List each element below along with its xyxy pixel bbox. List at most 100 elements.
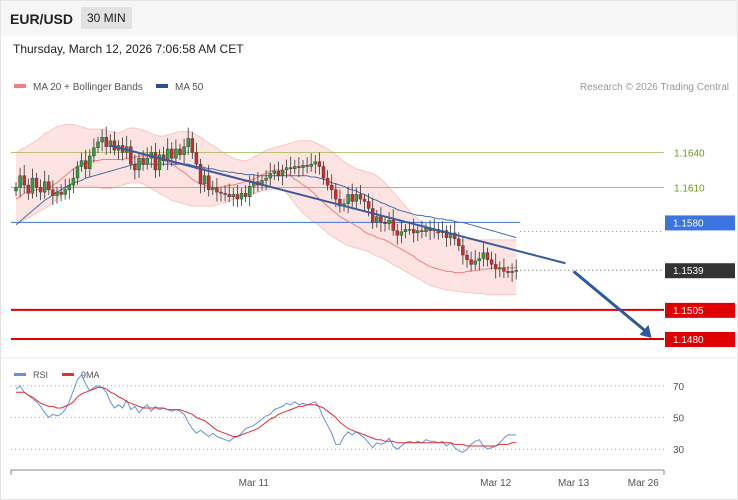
candle-body: [206, 175, 211, 190]
candle-body: [63, 189, 67, 195]
candle-body: [79, 160, 84, 167]
level-badge: [665, 302, 735, 318]
level-label: 1.1640: [674, 148, 705, 159]
candle: [227, 183, 231, 203]
candle: [477, 251, 481, 271]
candle-body: [330, 184, 334, 190]
candle-body: [67, 184, 72, 190]
candle-body: [165, 148, 170, 161]
candle: [219, 186, 223, 202]
candle: [63, 178, 67, 200]
candle-body: [465, 254, 469, 260]
candle-body: [129, 146, 133, 165]
candle: [510, 263, 514, 282]
candle: [485, 247, 490, 267]
x-tick-label: Mar 11: [239, 478, 270, 489]
candle-body: [34, 177, 39, 188]
candle: [145, 147, 149, 170]
candle-body: [489, 259, 494, 265]
candle: [231, 187, 236, 207]
candle: [108, 134, 113, 154]
level-label: 1.1505: [673, 306, 704, 317]
level-badge: [665, 332, 735, 348]
candle-body: [498, 267, 502, 270]
bollinger-upper-line: [15, 124, 517, 241]
candle-body: [178, 148, 182, 155]
candle: [223, 185, 227, 202]
projection-arrow-head: [639, 324, 652, 338]
candle-body: [174, 148, 178, 159]
candle: [83, 149, 88, 179]
candle-body: [153, 152, 158, 171]
symbol-label: EUR/USD: [10, 11, 74, 27]
candle-body: [137, 158, 141, 171]
candle-body: [485, 252, 490, 260]
candle-body: [457, 238, 461, 246]
level-label: 1.1610: [674, 183, 705, 194]
candle: [280, 164, 285, 186]
candle-body: [194, 152, 199, 165]
candle-body: [477, 258, 481, 262]
candle-body: [182, 146, 186, 155]
candle-body: [239, 193, 244, 200]
candle-body: [18, 175, 22, 188]
candle: [469, 251, 473, 272]
legend-label: RSI: [33, 370, 48, 380]
candle-body: [157, 154, 162, 171]
candle: [498, 261, 502, 278]
candle: [489, 251, 494, 270]
candle-body: [55, 191, 59, 196]
candle-body: [92, 147, 96, 157]
rsi-line: [15, 373, 517, 453]
rsi-gridline: 70: [11, 382, 685, 393]
candle: [293, 159, 297, 175]
legend-label: 9MA: [81, 370, 100, 380]
candle: [444, 225, 449, 248]
candle: [174, 139, 178, 165]
rsi-gridline: 50: [11, 414, 685, 425]
candle: [161, 146, 166, 166]
candle-body: [514, 270, 518, 272]
candle-body: [71, 177, 76, 186]
candle-body: [268, 173, 272, 179]
level-label: 1.1580: [673, 218, 704, 229]
candle: [129, 139, 133, 170]
candle: [22, 164, 26, 194]
candle-body: [383, 222, 387, 224]
candle: [51, 180, 55, 206]
candle: [34, 172, 39, 197]
candle-body: [264, 177, 268, 181]
candle: [424, 223, 428, 237]
candle: [502, 258, 506, 279]
trendline: [110, 144, 566, 265]
candle: [30, 168, 35, 199]
candle: [43, 170, 47, 199]
candle-body: [412, 229, 416, 234]
candle: [75, 161, 80, 185]
candle-body: [338, 198, 342, 207]
candle-body: [424, 228, 428, 232]
candle: [67, 178, 72, 200]
candle-body: [444, 230, 449, 238]
candle: [18, 167, 22, 197]
candle-body: [391, 219, 395, 231]
projection-arrow-shaft: [572, 270, 648, 334]
timeframe-button[interactable]: 30 MIN: [81, 7, 132, 29]
candle-body: [309, 163, 313, 167]
x-tick: Mar 13: [558, 478, 590, 489]
level-1-1580: 1.1580: [11, 215, 735, 232]
candle: [133, 154, 137, 180]
candle: [375, 209, 379, 228]
candle-body: [502, 267, 506, 272]
candle-body: [387, 219, 391, 224]
candle: [198, 158, 203, 194]
level-badge: [665, 215, 735, 231]
candle: [96, 136, 100, 154]
candle-body: [395, 230, 399, 236]
candle: [358, 184, 363, 205]
legend-label: MA 50: [175, 82, 204, 93]
candle: [137, 153, 141, 178]
candle-body: [51, 189, 55, 196]
level-1-1505: 1.1505: [11, 302, 735, 318]
candle-body: [321, 166, 326, 179]
